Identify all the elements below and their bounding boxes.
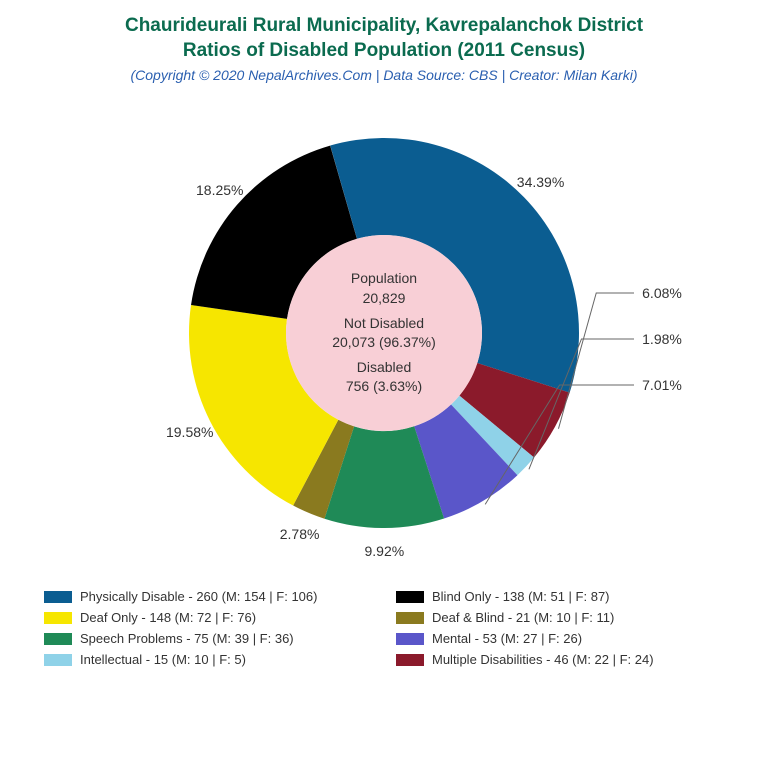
legend-item: Deaf Only - 148 (M: 72 | F: 76) <box>44 610 372 625</box>
slice-label: 9.92% <box>364 543 404 559</box>
center-stat-label: Not Disabled <box>294 314 474 334</box>
title-line-2: Ratios of Disabled Population (2011 Cens… <box>125 39 643 64</box>
slice-label: 34.39% <box>517 174 564 190</box>
center-stat-label: Disabled <box>294 358 474 378</box>
legend-label: Multiple Disabilities - 46 (M: 22 | F: 2… <box>432 652 654 667</box>
legend-swatch <box>396 654 424 666</box>
legend-swatch <box>396 633 424 645</box>
donut-chart: Population20,829 Not Disabled20,073 (96.3… <box>104 93 664 573</box>
legend-swatch <box>44 591 72 603</box>
legend-swatch <box>44 654 72 666</box>
legend: Physically Disable - 260 (M: 154 | F: 10… <box>44 589 724 667</box>
slice-label: 7.01% <box>642 377 682 393</box>
legend-item: Deaf & Blind - 21 (M: 10 | F: 11) <box>396 610 724 625</box>
slice-label: 18.25% <box>196 182 243 198</box>
legend-label: Speech Problems - 75 (M: 39 | F: 36) <box>80 631 294 646</box>
legend-swatch <box>44 612 72 624</box>
legend-label: Intellectual - 15 (M: 10 | F: 5) <box>80 652 246 667</box>
slice-label: 6.08% <box>642 285 682 301</box>
center-stat-value: 756 (3.63%) <box>294 378 474 398</box>
legend-label: Physically Disable - 260 (M: 154 | F: 10… <box>80 589 317 604</box>
center-stat: Not Disabled20,073 (96.37%) <box>294 314 474 353</box>
center-stat: Population20,829 <box>294 270 474 309</box>
slice-label: 1.98% <box>642 331 682 347</box>
legend-swatch <box>396 612 424 624</box>
chart-subtitle: (Copyright © 2020 NepalArchives.Com | Da… <box>130 67 637 83</box>
donut-center-text: Population20,829 Not Disabled20,073 (96.3… <box>294 265 474 403</box>
center-stat-label: Population <box>294 270 474 290</box>
center-stat-value: 20,073 (96.37%) <box>294 333 474 353</box>
legend-label: Mental - 53 (M: 27 | F: 26) <box>432 631 582 646</box>
title-line-1: Chaurideurali Rural Municipality, Kavrep… <box>125 14 643 39</box>
legend-label: Deaf & Blind - 21 (M: 10 | F: 11) <box>432 610 614 625</box>
legend-swatch <box>44 633 72 645</box>
legend-swatch <box>396 591 424 603</box>
slice-label: 19.58% <box>166 424 213 440</box>
center-stat: Disabled756 (3.63%) <box>294 358 474 397</box>
legend-item: Physically Disable - 260 (M: 154 | F: 10… <box>44 589 372 604</box>
legend-item: Intellectual - 15 (M: 10 | F: 5) <box>44 652 372 667</box>
legend-item: Mental - 53 (M: 27 | F: 26) <box>396 631 724 646</box>
legend-item: Multiple Disabilities - 46 (M: 22 | F: 2… <box>396 652 724 667</box>
legend-label: Deaf Only - 148 (M: 72 | F: 76) <box>80 610 256 625</box>
slice-label: 2.78% <box>280 526 320 542</box>
legend-item: Blind Only - 138 (M: 51 | F: 87) <box>396 589 724 604</box>
chart-title: Chaurideurali Rural Municipality, Kavrep… <box>125 14 643 63</box>
center-stat-value: 20,829 <box>294 289 474 309</box>
legend-item: Speech Problems - 75 (M: 39 | F: 36) <box>44 631 372 646</box>
legend-label: Blind Only - 138 (M: 51 | F: 87) <box>432 589 610 604</box>
